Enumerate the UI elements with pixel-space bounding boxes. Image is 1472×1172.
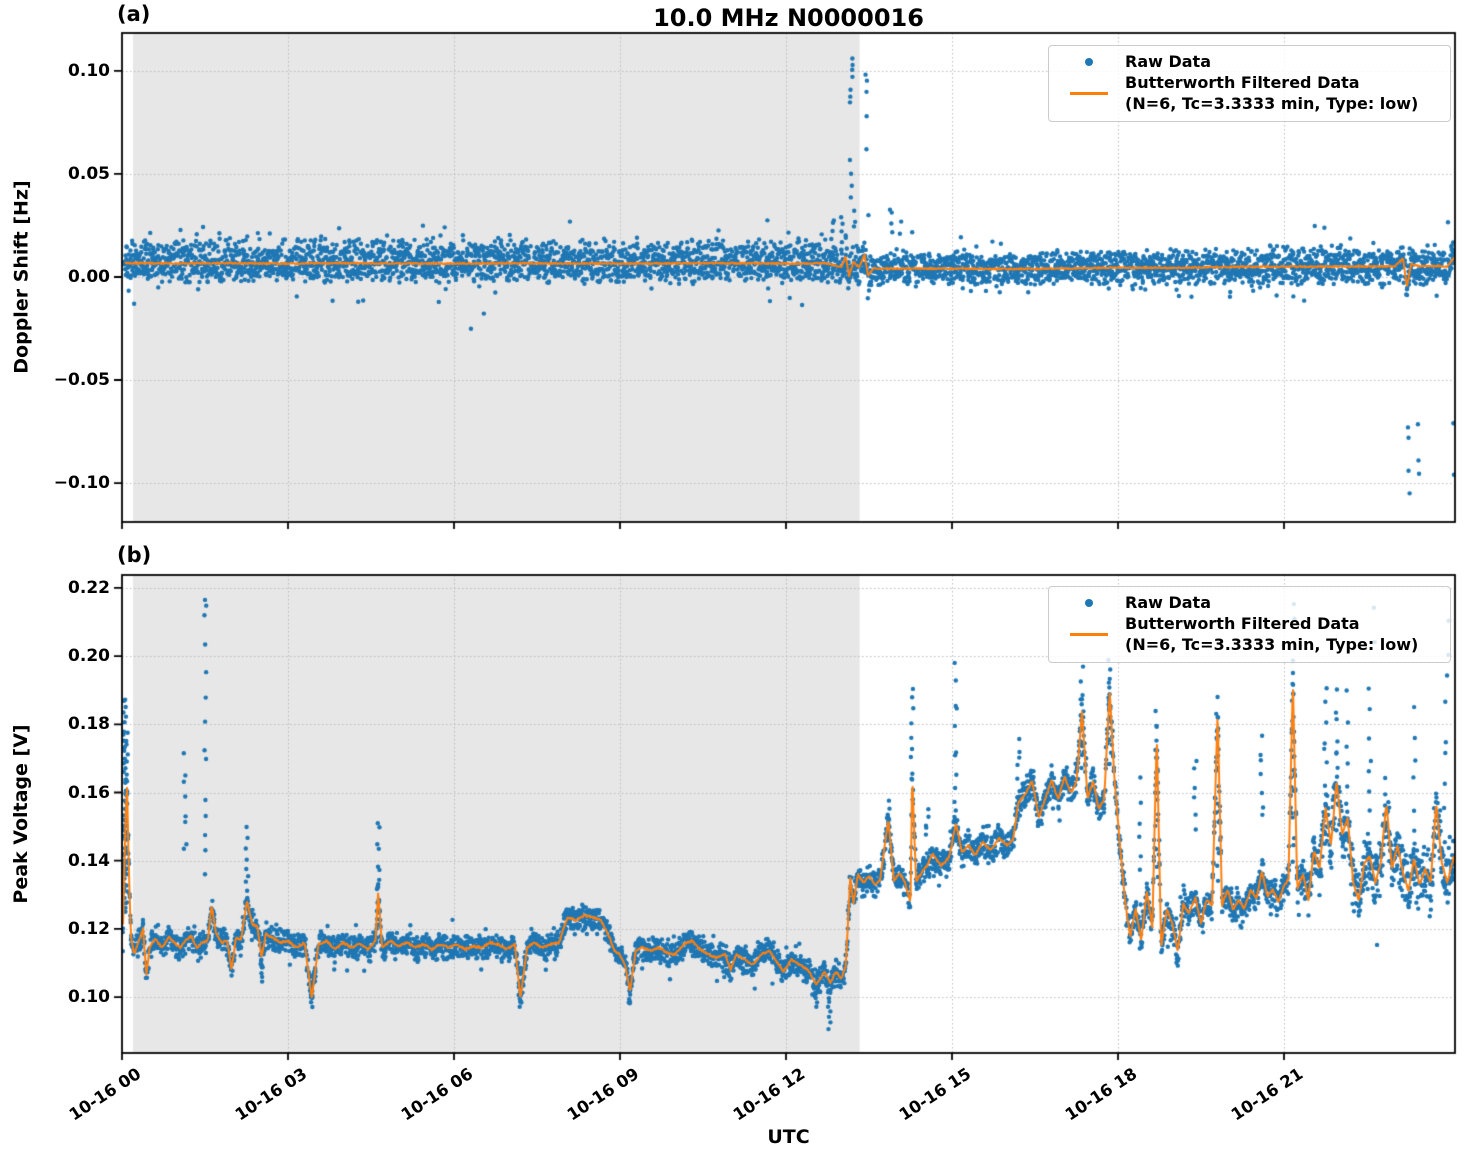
y-tick-label-a: 0.10: [68, 60, 110, 81]
y-tick-label-b: 0.14: [68, 850, 110, 871]
y-tick-label-a: 0.05: [68, 163, 110, 184]
y-tick-label-b: 0.12: [68, 918, 110, 939]
filtered-line-marker-icon: [1070, 91, 1108, 95]
y-tick-label-b: 0.22: [68, 577, 110, 598]
y-tick-label-b: 0.18: [68, 714, 110, 735]
filtered-line-marker-icon: [1070, 632, 1108, 636]
y-tick-label-a: −0.05: [53, 370, 110, 391]
legend-entry-raw: Raw Data: [1053, 592, 1442, 613]
panel-b-label: (b): [117, 543, 152, 567]
y-tick-label-a: 0.00: [68, 266, 110, 287]
legend-raw-label: Raw Data: [1125, 52, 1211, 71]
legend-filtered-label-line1: Butterworth Filtered Data: [1125, 614, 1360, 633]
panel-a-label: (a): [117, 2, 151, 26]
legend-filtered-label-line1: Butterworth Filtered Data: [1125, 73, 1360, 92]
legend-raw-label: Raw Data: [1125, 593, 1211, 612]
raw-data-marker-icon: [1085, 57, 1093, 66]
legend-entry-filtered: Butterworth Filtered Data (N=6, Tc=3.3333…: [1053, 72, 1442, 114]
figure-title: 10.0 MHz N0000016: [653, 4, 924, 32]
legend-filtered-label-line2: (N=6, Tc=3.3333 min, Type: low): [1125, 94, 1419, 113]
legend-entry-filtered: Butterworth Filtered Data (N=6, Tc=3.3333…: [1053, 613, 1442, 655]
x-axis-label: UTC: [767, 1126, 810, 1148]
legend-panel-a: Raw Data Butterworth Filtered Data (N=6, …: [1048, 45, 1451, 122]
legend-filtered-label-line2: (N=6, Tc=3.3333 min, Type: low): [1125, 635, 1419, 654]
legend-entry-raw: Raw Data: [1053, 51, 1442, 72]
y-tick-label-b: 0.10: [68, 987, 110, 1008]
legend-panel-b: Raw Data Butterworth Filtered Data (N=6, …: [1048, 586, 1451, 663]
y-tick-label-b: 0.16: [68, 782, 110, 803]
y-tick-label-b: 0.20: [68, 646, 110, 667]
y-tick-label-a: −0.10: [53, 473, 110, 494]
raw-data-marker-icon: [1085, 598, 1093, 607]
